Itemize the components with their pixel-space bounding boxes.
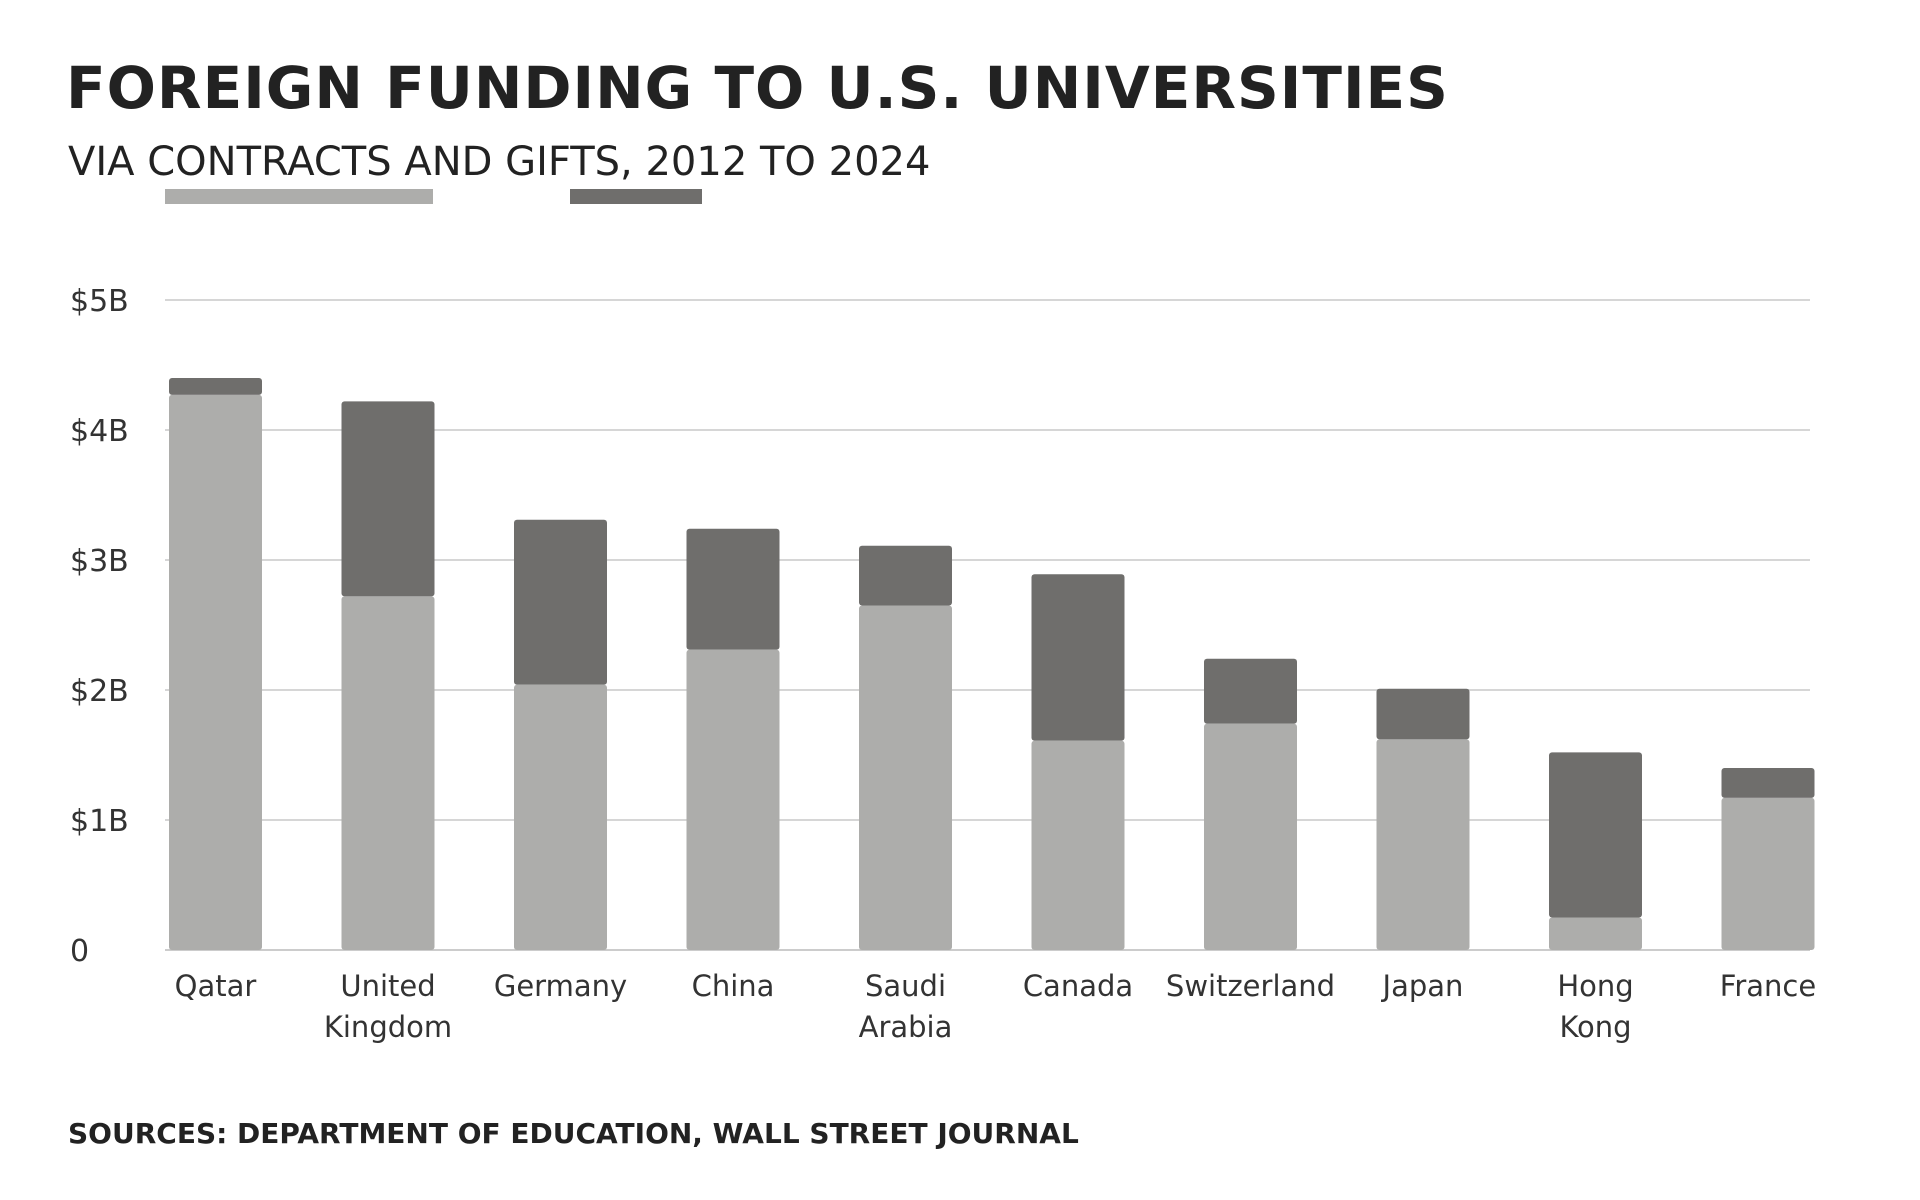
- y-tick-label: $5B: [70, 284, 129, 319]
- subtitle-gifts-word: GIFTS: [505, 139, 620, 185]
- source-note: SOURCES: DEPARTMENT OF EDUCATION, WALL S…: [68, 1117, 1079, 1150]
- bar-contracts-germany: [514, 684, 607, 950]
- bar-gifts-switzerland: [1204, 658, 1297, 724]
- x-tick-label: Hong Kong: [1557, 969, 1633, 1044]
- y-axis-ticks: 0 $1B $2B $3B $4B $5B: [70, 284, 129, 969]
- bar-gifts-france: [1721, 768, 1815, 798]
- y-tick-label: $4B: [70, 414, 129, 449]
- bar-gifts-united-kingdom: [341, 401, 435, 597]
- bars: [169, 378, 1815, 950]
- bar-contracts-japan: [1376, 739, 1470, 950]
- bar-gifts-qatar: [169, 378, 262, 395]
- legend-swatch-contracts: [165, 189, 433, 204]
- bar-contracts-hong-kong: [1549, 917, 1642, 950]
- bar-gifts-hong-kong: [1549, 752, 1642, 918]
- bar-gifts-china: [686, 528, 780, 650]
- bar-contracts-saudi-arabia: [859, 605, 952, 950]
- bar-contracts-united-kingdom: [341, 596, 435, 950]
- x-tick-label: China: [692, 969, 775, 1003]
- legend-swatch-gifts: [570, 189, 702, 204]
- y-tick-label: $2B: [70, 674, 129, 709]
- bar-gifts-germany: [514, 519, 607, 685]
- subtitle-prefix: VIA: [68, 139, 147, 185]
- subtitle-middle: AND: [392, 139, 506, 185]
- bar-contracts-qatar: [169, 394, 262, 950]
- chart-title: FOREIGN FUNDING TO U.S. UNIVERSITIES: [66, 54, 1449, 122]
- x-tick-label: Qatar: [175, 969, 257, 1003]
- subtitle-suffix: , 2012 TO 2024: [620, 139, 930, 185]
- y-tick-label: $1B: [70, 804, 129, 839]
- bar-contracts-france: [1721, 797, 1815, 950]
- x-tick-label: Japan: [1381, 969, 1464, 1003]
- x-tick-label: Canada: [1023, 969, 1133, 1003]
- bar-gifts-japan: [1376, 688, 1470, 740]
- bar-gifts-canada: [1031, 574, 1125, 741]
- y-tick-label: $3B: [70, 544, 129, 579]
- x-tick-label: Switzerland: [1166, 969, 1335, 1003]
- bar-gifts-saudi-arabia: [859, 545, 952, 606]
- chart-subtitle: VIA CONTRACTS AND GIFTS, 2012 TO 2024: [68, 139, 930, 185]
- bar-contracts-china: [686, 649, 780, 950]
- bar-contracts-canada: [1031, 740, 1125, 950]
- x-tick-label: United Kingdom: [324, 969, 452, 1044]
- x-tick-label: France: [1720, 969, 1816, 1003]
- x-tick-label: Saudi Arabia: [859, 969, 953, 1044]
- x-axis-labels: Qatar United Kingdom Germany China Saudi Arabi…: [175, 969, 1817, 1044]
- subtitle-contracts-word: CONTRACTS: [147, 139, 391, 185]
- bar-contracts-switzerland: [1204, 723, 1297, 950]
- x-tick-label: Germany: [494, 969, 627, 1003]
- y-tick-label: 0: [70, 934, 89, 969]
- grid-lines: [165, 299, 1810, 951]
